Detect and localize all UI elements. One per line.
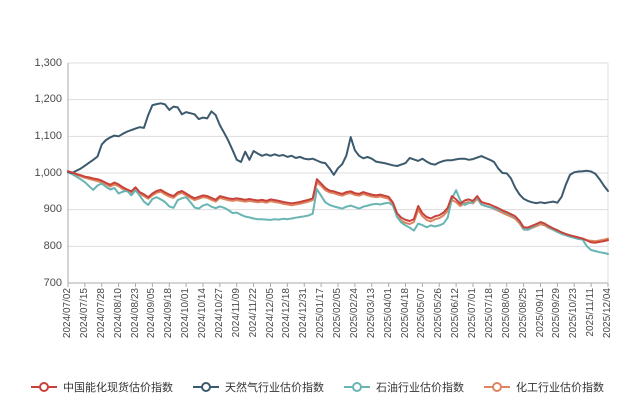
x-axis-tick-label: 2025/09/11 bbox=[534, 288, 546, 338]
x-axis-tick-label: 2025/04/18 bbox=[399, 288, 411, 339]
x-axis-tick-label: 2025/08/06 bbox=[500, 288, 512, 339]
x-axis-tick-label: 2024/07/28 bbox=[95, 288, 107, 339]
series-line-0 bbox=[67, 170, 609, 244]
x-axis-tick-label: 2025/01/17 bbox=[315, 288, 327, 339]
x-axis-tick-label: 2024/10/27 bbox=[213, 288, 225, 339]
x-axis-tick-label: 2024/12/18 bbox=[281, 288, 293, 339]
x-axis-tick-label: 2024/11/22 bbox=[247, 288, 259, 338]
x-axis-tick-label: 2025/02/24 bbox=[348, 288, 360, 339]
legend-item-1[interactable]: 天然气行业估价指数 bbox=[192, 379, 324, 395]
y-axis-tick-label: 900 bbox=[43, 203, 62, 216]
x-axis-tick-label: 2024/08/10 bbox=[112, 288, 124, 339]
x-axis-tick-label: 2025/05/07 bbox=[416, 288, 428, 339]
x-axis-tick-label: 2024/10/14 bbox=[197, 288, 208, 339]
x-axis-tick-label: 2025/05/26 bbox=[433, 288, 445, 339]
legend-item-label: 石油行业估价指数 bbox=[376, 382, 464, 394]
legend-item-3[interactable]: 化工行业估价指数 bbox=[483, 379, 604, 395]
x-axis-tick-label: 2024/11/09 bbox=[230, 288, 242, 338]
y-axis-tick-label: 1,200 bbox=[34, 93, 62, 106]
legend-line-circle-marker-icon bbox=[193, 382, 219, 392]
legend-line-circle-marker-icon bbox=[484, 382, 510, 392]
x-axis-tick-label: 2024/09/05 bbox=[146, 288, 158, 339]
x-axis-tick-label: 2024/12/31 bbox=[298, 288, 310, 339]
x-axis-tick-label: 2024/08/23 bbox=[129, 288, 141, 339]
x-axis-tick-label: 2024/12/05 bbox=[264, 288, 276, 339]
x-axis-tick-label: 2025/12/04 bbox=[602, 288, 613, 339]
legend-item-2[interactable]: 石油行业估价指数 bbox=[343, 379, 464, 395]
y-axis-tick-label: 1,000 bbox=[34, 166, 62, 179]
legend-item-label: 中国能化现货估价指数 bbox=[63, 382, 173, 394]
x-axis-tick-label: 2025/03/13 bbox=[365, 288, 377, 339]
series-line-3 bbox=[67, 170, 609, 243]
x-axis-tick-label: 2025/04/01 bbox=[382, 288, 394, 339]
x-axis-tick-label: 2024/07/15 bbox=[78, 288, 90, 339]
x-axis-tick-label: 2024/10/01 bbox=[180, 288, 192, 339]
x-axis-tick-label: 2025/06/12 bbox=[450, 288, 462, 339]
chart-legend: 中国能化现货估价指数 天然气行业估价指数 石油行业估价指数 化工行业估价指数 bbox=[30, 379, 604, 395]
legend-item-label: 化工行业估价指数 bbox=[516, 382, 604, 394]
x-axis-tick-label: 2024/07/02 bbox=[62, 288, 73, 339]
legend-item-0[interactable]: 中国能化现货估价指数 bbox=[30, 379, 173, 395]
y-axis-tick-label: 800 bbox=[43, 239, 62, 252]
series-line-2 bbox=[67, 170, 609, 255]
x-axis-tick-label: 2025/07/01 bbox=[467, 288, 478, 339]
y-axis-tick-label: 700 bbox=[43, 276, 62, 289]
series-line-1 bbox=[67, 102, 609, 205]
legend-item-label: 天然气行业估价指数 bbox=[225, 382, 324, 394]
x-axis-tick-label: 2025/09/29 bbox=[551, 288, 563, 339]
legend-line-circle-marker-icon bbox=[344, 382, 370, 392]
x-axis-tick-label: 2025/08/25 bbox=[517, 288, 529, 339]
x-axis-tick-label: 2024/09/18 bbox=[163, 288, 175, 339]
x-axis-tick-label: 2025/11/11 bbox=[585, 288, 597, 337]
y-axis-tick-label: 1,300 bbox=[34, 56, 62, 69]
x-axis-tick-label: 2025/02/05 bbox=[332, 288, 343, 339]
x-axis-tick-label: 2025/07/18 bbox=[483, 288, 495, 339]
y-axis-tick-label: 1,100 bbox=[34, 129, 62, 142]
x-axis-tick-label: 2025/10/23 bbox=[568, 288, 580, 339]
legend-line-circle-marker-icon bbox=[31, 382, 57, 392]
